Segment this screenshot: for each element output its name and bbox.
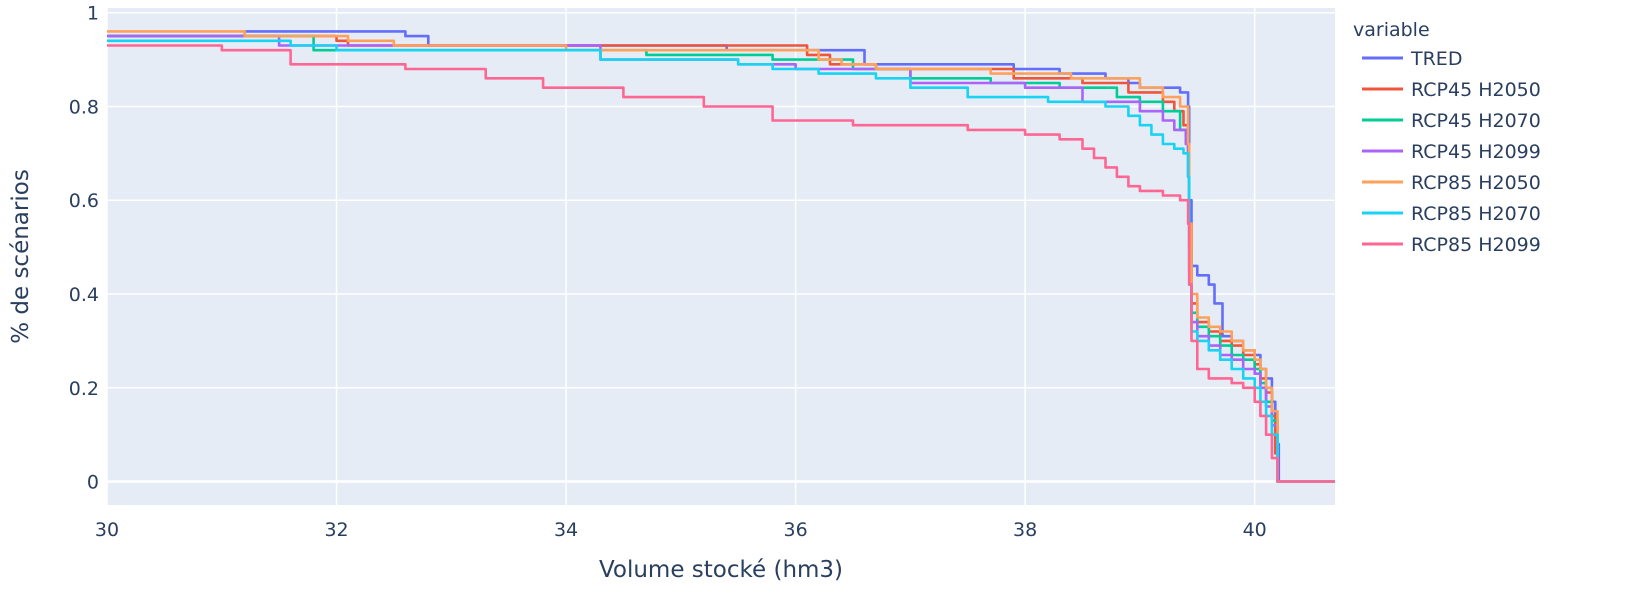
y-tick-label: 1 xyxy=(87,3,99,25)
x-axis-ticks: 30 32 34 36 38 40 xyxy=(95,519,1267,541)
legend-item-label[interactable]: RCP45 H2050 xyxy=(1411,79,1541,101)
y-tick-label: 0.6 xyxy=(69,190,99,212)
legend-title: variable xyxy=(1353,19,1430,41)
legend-item-label[interactable]: RCP85 H2070 xyxy=(1411,203,1541,225)
plot-area xyxy=(107,8,1335,505)
grid xyxy=(106,8,1335,505)
legend-item-label[interactable]: RCP45 H2070 xyxy=(1411,110,1541,132)
y-axis-ticks: 0 0.2 0.4 0.6 0.8 1 xyxy=(69,3,99,494)
y-tick-label: 0 xyxy=(87,472,99,494)
legend[interactable]: variable TRED RCP45 H2050 RCP45 H2070 RCP45… xyxy=(1353,19,1541,256)
x-tick-label: 40 xyxy=(1243,519,1267,541)
x-tick-label: 30 xyxy=(95,519,119,541)
y-tick-label: 0.4 xyxy=(69,284,99,306)
legend-item-label[interactable]: RCP85 H2050 xyxy=(1411,172,1541,194)
y-tick-label: 0.2 xyxy=(69,378,99,400)
legend-item-label[interactable]: RCP85 H2099 xyxy=(1411,234,1541,256)
series-line-6[interactable] xyxy=(107,44,1335,483)
legend-item-label[interactable]: TRED xyxy=(1410,48,1462,70)
series-lines xyxy=(107,30,1335,483)
series-line-4[interactable] xyxy=(107,30,1335,483)
y-tick-label: 0.8 xyxy=(69,96,99,118)
x-tick-label: 36 xyxy=(784,519,808,541)
x-tick-label: 34 xyxy=(554,519,578,541)
x-axis-title: Volume stocké (hm3) xyxy=(599,557,843,583)
series-line-5[interactable] xyxy=(107,39,1335,483)
x-tick-label: 38 xyxy=(1013,519,1037,541)
x-tick-label: 32 xyxy=(324,519,348,541)
legend-item-label[interactable]: RCP45 H2099 xyxy=(1411,141,1541,163)
y-axis-title: % de scénarios xyxy=(8,169,34,344)
